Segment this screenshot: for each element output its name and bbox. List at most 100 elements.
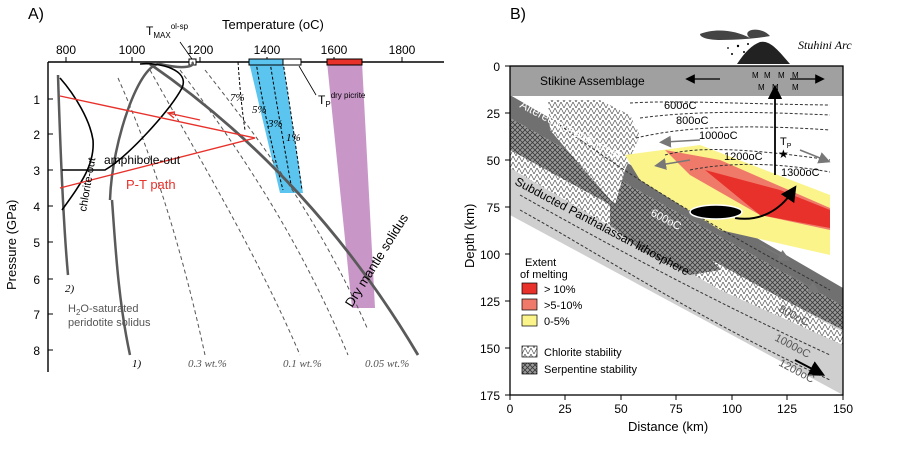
tmax-label: TMAXol-sp xyxy=(146,22,189,40)
pressure-tick-6: 6 xyxy=(33,273,40,287)
legend-title-1: Extent xyxy=(525,257,556,269)
m-marks: M M M M M M M xyxy=(752,71,799,92)
distance-axis-title: Distance (km) xyxy=(628,419,708,434)
isotherm-lines xyxy=(519,101,831,381)
distance-tick-25: 25 xyxy=(558,402,572,416)
tp-range-marker-white xyxy=(282,58,302,66)
pressure-axis-title: Pressure (GPa) xyxy=(4,200,19,290)
t-marker: TP xyxy=(780,136,792,150)
svg-text:M: M xyxy=(772,83,779,92)
temp-tick-1000: 1000 xyxy=(119,43,146,57)
melt-label-5: 5% xyxy=(252,104,267,116)
depth-ticks xyxy=(505,65,510,396)
legend-swatch-5-10 xyxy=(521,298,538,311)
water-label-01: 0.1 wt.% xyxy=(283,358,322,370)
serpentine-lens xyxy=(610,200,720,275)
pressure-tick-5: 5 xyxy=(33,236,40,250)
volcano-icon xyxy=(737,41,790,64)
svg-text:M: M xyxy=(792,71,799,80)
stikine-label: Stikine Assemblage xyxy=(540,74,645,88)
distance-tick-100: 100 xyxy=(722,402,742,416)
legend-label-5-10: >5-10% xyxy=(544,300,582,312)
tp-range-marker-blue xyxy=(248,58,284,66)
depth-tick-150: 150 xyxy=(480,342,500,356)
stikine-band xyxy=(510,66,843,96)
distance-tick-75: 75 xyxy=(669,402,683,416)
legend-label-10: > 10% xyxy=(544,284,576,296)
curve-2-label: 2) xyxy=(65,283,75,295)
water-label-005: 0.05 wt.% xyxy=(365,358,409,370)
pt-path-line xyxy=(59,95,256,189)
panel-a: A) 800 1000 1200 1400 1600 1800 Temperat… xyxy=(4,6,444,372)
melt-extent-band xyxy=(249,62,303,193)
depth-tick-0: 0 xyxy=(493,60,500,74)
pressure-ticks xyxy=(48,98,53,351)
legend-swatch-chlorite xyxy=(521,345,538,358)
panel-b-letter: B) xyxy=(510,6,526,23)
dry-mantle-solidus-curve xyxy=(149,62,420,356)
pressure-tick-3: 3 xyxy=(33,164,40,178)
pressure-tick-8: 8 xyxy=(33,344,40,358)
arc-label: Stuhini Arc xyxy=(798,38,852,52)
depth-tick-75: 75 xyxy=(487,201,501,215)
chlorite-wedge-zone xyxy=(548,100,640,205)
legend-swatch-0-5 xyxy=(521,314,538,327)
legend-swatch-serpentine xyxy=(521,362,538,375)
wet-solidus-label-2: peridotite solidus xyxy=(68,317,151,329)
isotherm-600: 600oC xyxy=(664,100,696,112)
pt-path-arrow xyxy=(166,111,176,119)
depth-tick-100: 100 xyxy=(480,248,500,262)
distance-tick-125: 125 xyxy=(777,402,797,416)
panel-a-letter: A) xyxy=(28,6,44,23)
depth-tick-25: 25 xyxy=(487,107,501,121)
melt-zone-10 xyxy=(705,170,830,228)
temperature-axis-title: Temperature (oC) xyxy=(222,17,324,32)
curve-1-solidus xyxy=(110,199,132,356)
melt-zone-0-5 xyxy=(625,145,830,255)
temp-tick-1600: 1600 xyxy=(321,43,348,57)
tp-pointer xyxy=(298,65,317,96)
melt-label-7: 7% xyxy=(230,92,245,104)
legend-label-serpentine: Serpentine stability xyxy=(544,364,637,376)
tmax-pointer xyxy=(179,41,193,60)
svg-text:M: M xyxy=(752,71,759,80)
isotherm-1300: 1300oC xyxy=(781,167,820,179)
depth-tick-175: 175 xyxy=(480,389,500,403)
tp-label: TPdry picrite xyxy=(318,91,366,109)
distance-tick-150: 150 xyxy=(833,402,853,416)
legend-label-0-5: 0-5% xyxy=(544,316,570,328)
wet-solidus-label-1: H2O-saturated xyxy=(68,303,139,317)
svg-text:M: M xyxy=(758,83,765,92)
pressure-tick-4: 4 xyxy=(33,200,40,214)
svg-text:M: M xyxy=(778,71,785,80)
dry-picrite-band xyxy=(327,62,375,308)
temp-tick-1400: 1400 xyxy=(254,43,281,57)
svg-text:M: M xyxy=(764,71,771,80)
water-label-03: 0.3 wt.% xyxy=(188,358,227,370)
pressure-tick-7: 7 xyxy=(33,308,40,322)
depth-axis-title: Depth (km) xyxy=(462,204,477,268)
amphibole-out-curve xyxy=(62,62,185,171)
distance-tick-50: 50 xyxy=(614,402,628,416)
ejecta-icon xyxy=(727,43,749,55)
isotherm-1200: 1200oC xyxy=(724,151,763,163)
curve-1-label: 1) xyxy=(132,358,142,370)
pressure-tick-1: 1 xyxy=(33,93,40,107)
pressure-tick-2: 2 xyxy=(33,128,40,142)
amphibole-out-label: amphibole-out xyxy=(104,153,181,167)
mantle-flow-arrows xyxy=(654,135,831,294)
chlorite-out-curve xyxy=(59,77,94,211)
temp-tick-800: 800 xyxy=(56,43,76,57)
melt-label-1: 1% xyxy=(286,132,301,144)
legend-title-2: of melting xyxy=(520,269,568,281)
depth-tick-50: 50 xyxy=(487,154,501,168)
legend-label-chlorite: Chlorite stability xyxy=(544,347,622,359)
temp-tick-1800: 1800 xyxy=(389,43,416,57)
isotherm-1000: 1000oC xyxy=(699,130,738,142)
panel-b: B) Stuhini Arc xyxy=(462,6,853,434)
melt-label-3: 3% xyxy=(267,118,283,130)
melt-source-ellipse xyxy=(689,204,743,220)
ash-cloud-icon xyxy=(700,29,770,40)
subduction-arrow xyxy=(794,359,826,376)
